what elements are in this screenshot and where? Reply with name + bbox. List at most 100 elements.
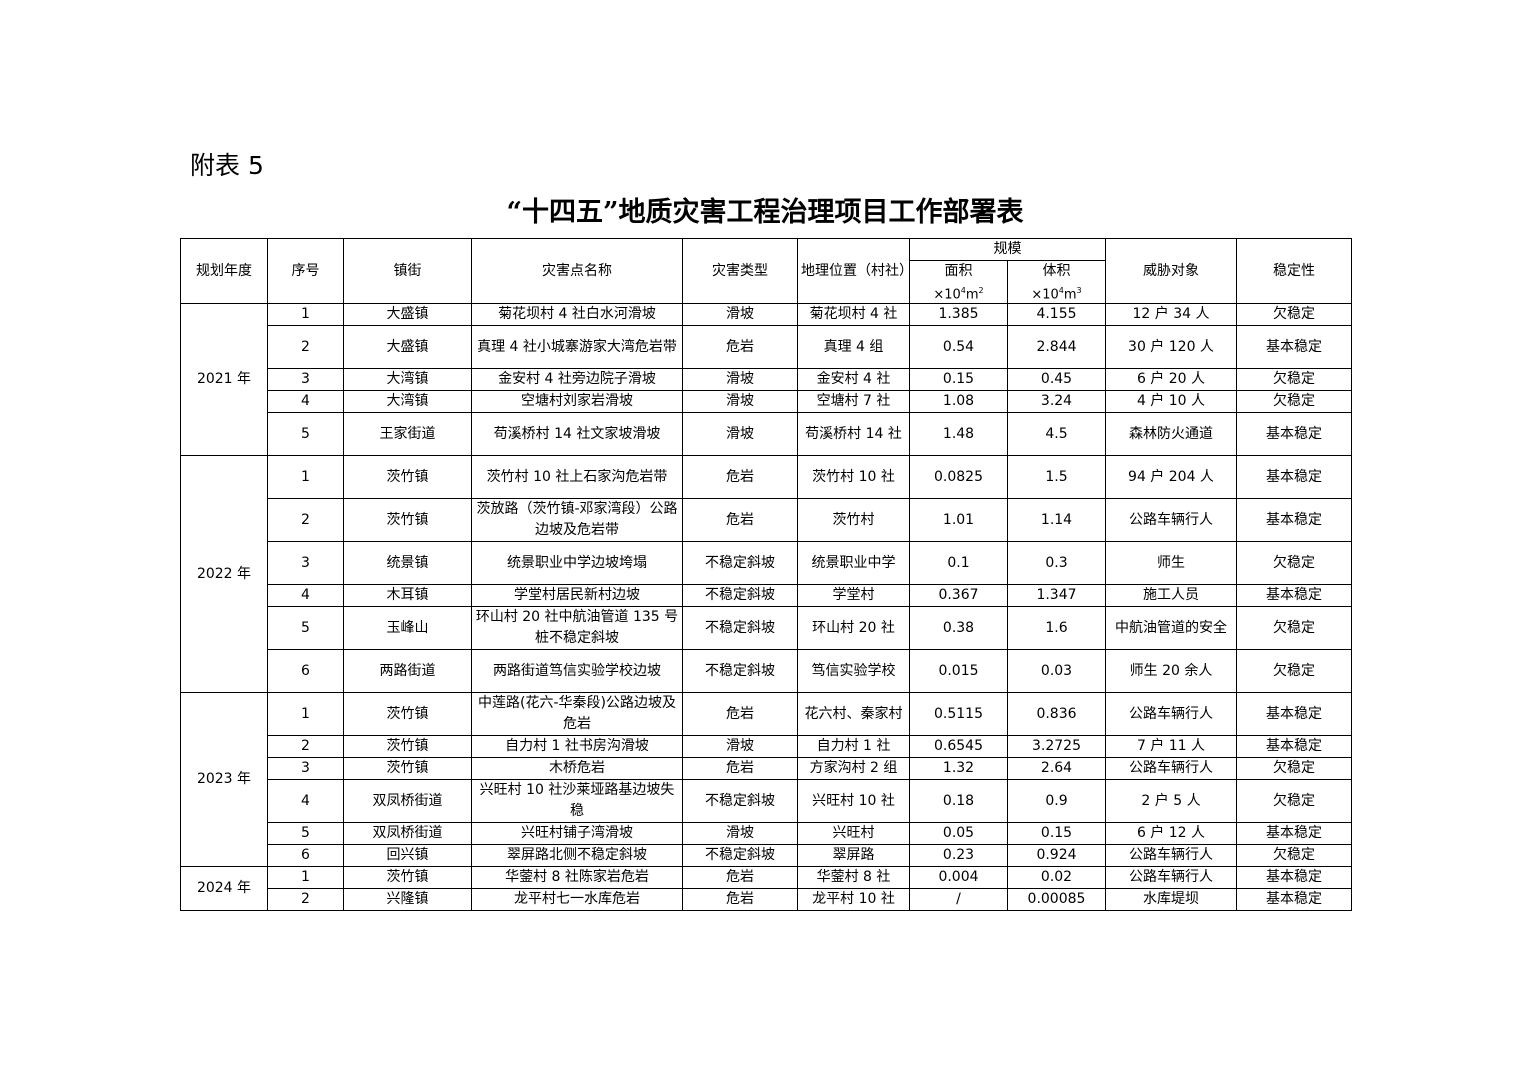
cell-threat: 施工人员 <box>1105 584 1237 608</box>
cell-threat: 师生 <box>1105 541 1237 586</box>
cell-stability: 基本稳定 <box>1236 692 1352 737</box>
cell-stability: 基本稳定 <box>1236 584 1352 608</box>
cell-hazard-type: 滑坡 <box>682 390 798 414</box>
table-row: 5 玉峰山 环山村 20 社中航油管道 135 号桩不稳定斜坡 不稳定斜坡 环山村 20… <box>181 606 1352 651</box>
cell-area: 0.23 <box>909 844 1008 868</box>
cell-town: 两路街道 <box>343 649 472 694</box>
cell-no: 4 <box>267 390 344 414</box>
cell-hazard-name: 统景职业中学边坡垮塌 <box>471 541 683 586</box>
cell-threat: 水库堤坝 <box>1105 888 1237 912</box>
header-town: 镇街 <box>343 237 472 305</box>
cell-town: 双凤桥街道 <box>343 822 472 846</box>
cell-volume: 0.03 <box>1007 649 1106 694</box>
cell-hazard-type: 不稳定斜坡 <box>682 541 798 586</box>
cell-no: 6 <box>267 649 344 694</box>
cell-hazard-type: 滑坡 <box>682 735 798 759</box>
cell-area: 0.004 <box>909 866 1008 890</box>
cell-hazard-name: 苟溪桥村 14 社文家坡滑坡 <box>471 412 683 457</box>
cell-stability: 欠稳定 <box>1236 757 1352 781</box>
cell-threat: 公路车辆行人 <box>1105 498 1237 543</box>
cell-hazard-type: 滑坡 <box>682 303 798 327</box>
cell-town: 茨竹镇 <box>343 455 472 500</box>
cell-hazard-name: 金安村 4 社旁边院子滑坡 <box>471 368 683 392</box>
cell-hazard-type: 危岩 <box>682 888 798 912</box>
cell-hazard-type: 危岩 <box>682 498 798 543</box>
header-year: 规划年度 <box>180 237 268 305</box>
cell-area: 1.385 <box>909 303 1008 327</box>
table-row: 4 双凤桥街道 兴旺村 10 社沙莱垭路基边坡失稳 不稳定斜坡 兴旺村 10 社 0.18… <box>181 779 1352 824</box>
cell-volume: 2.64 <box>1007 757 1106 781</box>
cell-town: 木耳镇 <box>343 584 472 608</box>
cell-threat: 6 户 20 人 <box>1105 368 1237 392</box>
cell-no: 2 <box>267 498 344 543</box>
table-row: 2 兴隆镇 龙平村七一水库危岩 危岩 龙平村 10 社/0.00085 水库堤坝 基本稳定 <box>181 888 1352 912</box>
cell-hazard-name: 中莲路(花六-华秦段)公路边坡及危岩 <box>471 692 683 737</box>
cell-location: 华蓥村 8 社 <box>797 866 910 890</box>
cell-threat: 公路车辆行人 <box>1105 692 1237 737</box>
cell-area: 0.05 <box>909 822 1008 846</box>
cell-stability: 基本稳定 <box>1236 866 1352 890</box>
cell-volume: 1.6 <box>1007 606 1106 651</box>
cell-volume: 1.347 <box>1007 584 1106 608</box>
cell-area: 0.015 <box>909 649 1008 694</box>
header-name: 灾害点名称 <box>471 237 683 305</box>
cell-area: 1.01 <box>909 498 1008 543</box>
cell-threat: 4 户 10 人 <box>1105 390 1237 414</box>
table-row: 3 茨竹镇 木桥危岩 危岩 方家沟村 2 组 1.32 2.64 公路车辆行人 欠稳定 <box>181 757 1352 781</box>
cell-volume: 0.15 <box>1007 822 1106 846</box>
cell-location: 兴旺村 10 社 <box>797 779 910 824</box>
cell-no: 3 <box>267 541 344 586</box>
cell-town: 茨竹镇 <box>343 735 472 759</box>
cell-town: 大湾镇 <box>343 368 472 392</box>
cell-stability: 欠稳定 <box>1236 390 1352 414</box>
cell-hazard-name: 真理 4 社小城寨游家大湾危岩带 <box>471 325 683 370</box>
cell-stability: 欠稳定 <box>1236 303 1352 327</box>
table-row: 2022 年 1 茨竹镇 茨竹村 10 社上石家沟危岩带 危岩 茨竹村 10 社 0.082… <box>180 455 1352 694</box>
cell-hazard-type: 危岩 <box>682 325 798 370</box>
cell-hazard-type: 滑坡 <box>682 368 798 392</box>
cell-no: 2 <box>267 325 344 370</box>
cell-hazard-type: 不稳定斜坡 <box>682 649 798 694</box>
cell-hazard-type: 滑坡 <box>682 822 798 846</box>
cell-year: 2023 年 <box>180 692 268 868</box>
cell-town: 茨竹镇 <box>343 498 472 543</box>
cell-location: 环山村 20 社 <box>797 606 910 651</box>
cell-hazard-name: 环山村 20 社中航油管道 135 号桩不稳定斜坡 <box>471 606 683 651</box>
cell-volume: 0.836 <box>1007 692 1106 737</box>
cell-location: 菊花坝村 4 社 <box>797 303 910 327</box>
cell-volume: 3.2725 <box>1007 735 1106 759</box>
cell-stability: 基本稳定 <box>1236 455 1352 500</box>
table-row: 2024 年 1 茨竹镇 华蓥村 8 社陈家岩危岩 危岩 华蓥村 8 社 0.004 0.02… <box>180 866 1352 912</box>
cell-location: 花六村、秦家村 <box>797 692 910 737</box>
cell-no: 1 <box>267 303 344 327</box>
cell-stability: 欠稳定 <box>1236 541 1352 586</box>
cell-stability: 基本稳定 <box>1236 735 1352 759</box>
header-threat: 威胁对象 <box>1105 237 1237 305</box>
cell-hazard-name: 茨竹村 10 社上石家沟危岩带 <box>471 455 683 500</box>
cell-town: 茨竹镇 <box>343 757 472 781</box>
cell-hazard-name: 学堂村居民新村边坡 <box>471 584 683 608</box>
cell-threat: 2 户 5 人 <box>1105 779 1237 824</box>
header-stability: 稳定性 <box>1236 237 1352 305</box>
cell-hazard-name: 华蓥村 8 社陈家岩危岩 <box>471 866 683 890</box>
cell-area: 1.08 <box>909 390 1008 414</box>
cell-location: 学堂村 <box>797 584 910 608</box>
table-row: 2 茨竹镇 自力村 1 社书房沟滑坡 滑坡 自力村 1 社 0.6545 3.2725 7 户… <box>181 735 1352 759</box>
cell-hazard-type: 不稳定斜坡 <box>682 844 798 868</box>
cell-town: 茨竹镇 <box>343 692 472 737</box>
header-volume: 体积 ×104m3 <box>1007 259 1106 305</box>
cell-stability: 欠稳定 <box>1236 368 1352 392</box>
cell-hazard-name: 茨放路（茨竹镇-邓家湾段）公路边坡及危岩带 <box>471 498 683 543</box>
cell-stability: 基本稳定 <box>1236 498 1352 543</box>
table-row: 5 王家街道 苟溪桥村 14 社文家坡滑坡 滑坡 苟溪桥村 14 社 1.48 4.5 森林防… <box>181 412 1352 457</box>
cell-hazard-name: 空塘村刘家岩滑坡 <box>471 390 683 414</box>
cell-town: 兴隆镇 <box>343 888 472 912</box>
cell-stability: 基本稳定 <box>1236 412 1352 457</box>
cell-no: 6 <box>267 844 344 868</box>
cell-year: 2022 年 <box>180 455 268 694</box>
cell-no: 4 <box>267 584 344 608</box>
cell-stability: 基本稳定 <box>1236 888 1352 912</box>
cell-hazard-type: 危岩 <box>682 455 798 500</box>
cell-no: 4 <box>267 779 344 824</box>
cell-town: 大盛镇 <box>343 303 472 327</box>
